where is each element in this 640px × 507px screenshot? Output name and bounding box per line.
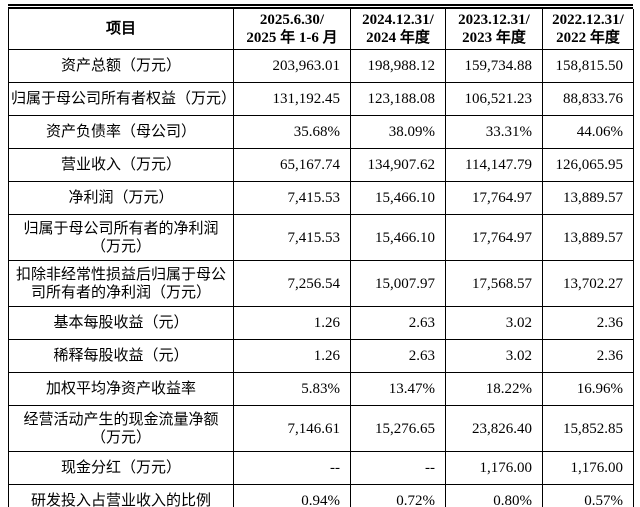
item-label: 资产负债率（母公司） xyxy=(8,115,234,149)
row-cash-dividend: 现金分红（万元） -- -- 1,176.00 1,176.00 xyxy=(8,451,634,485)
value-cell: -- xyxy=(350,451,446,485)
header-item-column: 项目 xyxy=(8,9,234,50)
value-cell: 17,764.97 xyxy=(445,214,543,261)
table-border-frame: 项目 2025.6.30/ 2025 年 1-6 月 2024.12.31/ 2… xyxy=(8,4,634,507)
value-cell: 7,415.53 xyxy=(233,181,351,215)
value-cell: 2.63 xyxy=(350,339,446,373)
value-cell: 7,415.53 xyxy=(233,214,351,261)
value-cell: 203,963.01 xyxy=(233,49,351,83)
value-cell: 38.09% xyxy=(350,115,446,149)
financial-summary-table: 项目 2025.6.30/ 2025 年 1-6 月 2024.12.31/ 2… xyxy=(8,9,634,507)
row-operating-revenue: 营业收入（万元） 65,167.74 134,907.62 114,147.79… xyxy=(8,148,634,182)
table-header-row: 项目 2025.6.30/ 2025 年 1-6 月 2024.12.31/ 2… xyxy=(8,9,634,50)
value-cell: 123,188.08 xyxy=(350,82,446,116)
value-cell: 15,852.85 xyxy=(542,405,634,452)
item-label: 归属于母公司所有者权益（万元） xyxy=(8,82,234,116)
header-period-2022: 2022.12.31/ 2022 年度 xyxy=(542,9,634,50)
row-net-profit-deducted: 扣除非经常性损益后归属于母公 司所有者的净利润（万元） 7,256.54 15,… xyxy=(8,260,634,307)
item-label: 基本每股收益（元） xyxy=(8,306,234,340)
row-rd-revenue-ratio: 研发投入占营业收入的比例 0.94% 0.72% 0.80% 0.57% xyxy=(8,484,634,507)
value-cell: 15,007.97 xyxy=(350,260,446,307)
item-label: 扣除非经常性损益后归属于母公 司所有者的净利润（万元） xyxy=(8,260,234,307)
item-label: 归属于母公司所有者的净利润 （万元） xyxy=(8,214,234,261)
item-label: 净利润（万元） xyxy=(8,181,234,215)
row-debt-ratio: 资产负债率（母公司） 35.68% 38.09% 33.31% 44.06% xyxy=(8,115,634,149)
value-cell: 23,826.40 xyxy=(445,405,543,452)
item-label: 经营活动产生的现金流量净额 （万元） xyxy=(8,405,234,452)
row-weighted-roe: 加权平均净资产收益率 5.83% 13.47% 18.22% 16.96% xyxy=(8,372,634,406)
item-label: 资产总额（万元） xyxy=(8,49,234,83)
row-diluted-eps: 稀释每股收益（元） 1.26 2.63 3.02 2.36 xyxy=(8,339,634,373)
value-cell: 3.02 xyxy=(445,339,543,373)
value-cell: 5.83% xyxy=(233,372,351,406)
item-label: 稀释每股收益（元） xyxy=(8,339,234,373)
row-basic-eps: 基本每股收益（元） 1.26 2.63 3.02 2.36 xyxy=(8,306,634,340)
item-label: 加权平均净资产收益率 xyxy=(8,372,234,406)
value-cell: 7,256.54 xyxy=(233,260,351,307)
row-operating-cash-flow: 经营活动产生的现金流量净额 （万元） 7,146.61 15,276.65 23… xyxy=(8,405,634,452)
value-cell: 65,167.74 xyxy=(233,148,351,182)
value-cell: -- xyxy=(233,451,351,485)
value-cell: 134,907.62 xyxy=(350,148,446,182)
value-cell: 17,764.97 xyxy=(445,181,543,215)
value-cell: 2.36 xyxy=(542,339,634,373)
value-cell: 131,192.45 xyxy=(233,82,351,116)
value-cell: 35.68% xyxy=(233,115,351,149)
row-net-profit: 净利润（万元） 7,415.53 15,466.10 17,764.97 13,… xyxy=(8,181,634,215)
item-label: 现金分红（万元） xyxy=(8,451,234,485)
value-cell: 0.57% xyxy=(542,484,634,507)
row-total-assets: 资产总额（万元） 203,963.01 198,988.12 159,734.8… xyxy=(8,49,634,83)
value-cell: 13,702.27 xyxy=(542,260,634,307)
value-cell: 1.26 xyxy=(233,339,351,373)
header-period-2023: 2023.12.31/ 2023 年度 xyxy=(445,9,543,50)
value-cell: 1.26 xyxy=(233,306,351,340)
value-cell: 15,276.65 xyxy=(350,405,446,452)
value-cell: 16.96% xyxy=(542,372,634,406)
value-cell: 106,521.23 xyxy=(445,82,543,116)
value-cell: 114,147.79 xyxy=(445,148,543,182)
value-cell: 2.36 xyxy=(542,306,634,340)
value-cell: 7,146.61 xyxy=(233,405,351,452)
value-cell: 0.80% xyxy=(445,484,543,507)
value-cell: 3.02 xyxy=(445,306,543,340)
item-label: 研发投入占营业收入的比例 xyxy=(8,484,234,507)
value-cell: 1,176.00 xyxy=(445,451,543,485)
value-cell: 33.31% xyxy=(445,115,543,149)
value-cell: 0.72% xyxy=(350,484,446,507)
header-period-2024: 2024.12.31/ 2024 年度 xyxy=(350,9,446,50)
value-cell: 126,065.95 xyxy=(542,148,634,182)
value-cell: 0.94% xyxy=(233,484,351,507)
value-cell: 18.22% xyxy=(445,372,543,406)
row-parent-equity: 归属于母公司所有者权益（万元） 131,192.45 123,188.08 10… xyxy=(8,82,634,116)
value-cell: 15,466.10 xyxy=(350,214,446,261)
item-label: 营业收入（万元） xyxy=(8,148,234,182)
value-cell: 13,889.57 xyxy=(542,214,634,261)
value-cell: 17,568.57 xyxy=(445,260,543,307)
value-cell: 159,734.88 xyxy=(445,49,543,83)
value-cell: 158,815.50 xyxy=(542,49,634,83)
value-cell: 44.06% xyxy=(542,115,634,149)
header-period-2025h1: 2025.6.30/ 2025 年 1-6 月 xyxy=(233,9,351,50)
row-net-profit-parent: 归属于母公司所有者的净利润 （万元） 7,415.53 15,466.10 17… xyxy=(8,214,634,261)
value-cell: 2.63 xyxy=(350,306,446,340)
value-cell: 13,889.57 xyxy=(542,181,634,215)
value-cell: 88,833.76 xyxy=(542,82,634,116)
value-cell: 15,466.10 xyxy=(350,181,446,215)
value-cell: 13.47% xyxy=(350,372,446,406)
value-cell: 198,988.12 xyxy=(350,49,446,83)
value-cell: 1,176.00 xyxy=(542,451,634,485)
